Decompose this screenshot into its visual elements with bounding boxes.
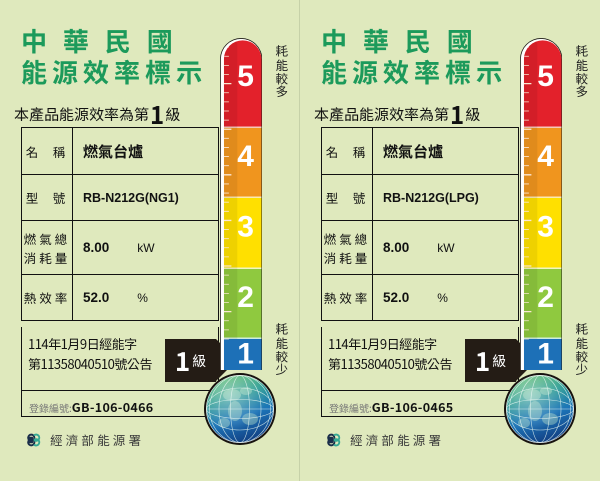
svg-text:4: 4 [537,140,554,173]
svg-text:2: 2 [237,281,254,314]
svg-text:1: 1 [537,337,554,370]
svg-text:4: 4 [237,140,254,173]
svg-text:5: 5 [237,60,254,93]
svg-text:1: 1 [237,337,254,370]
svg-text:3: 3 [237,210,254,243]
svg-text:5: 5 [537,60,554,93]
svg-text:3: 3 [537,210,554,243]
svg-text:2: 2 [537,281,554,314]
